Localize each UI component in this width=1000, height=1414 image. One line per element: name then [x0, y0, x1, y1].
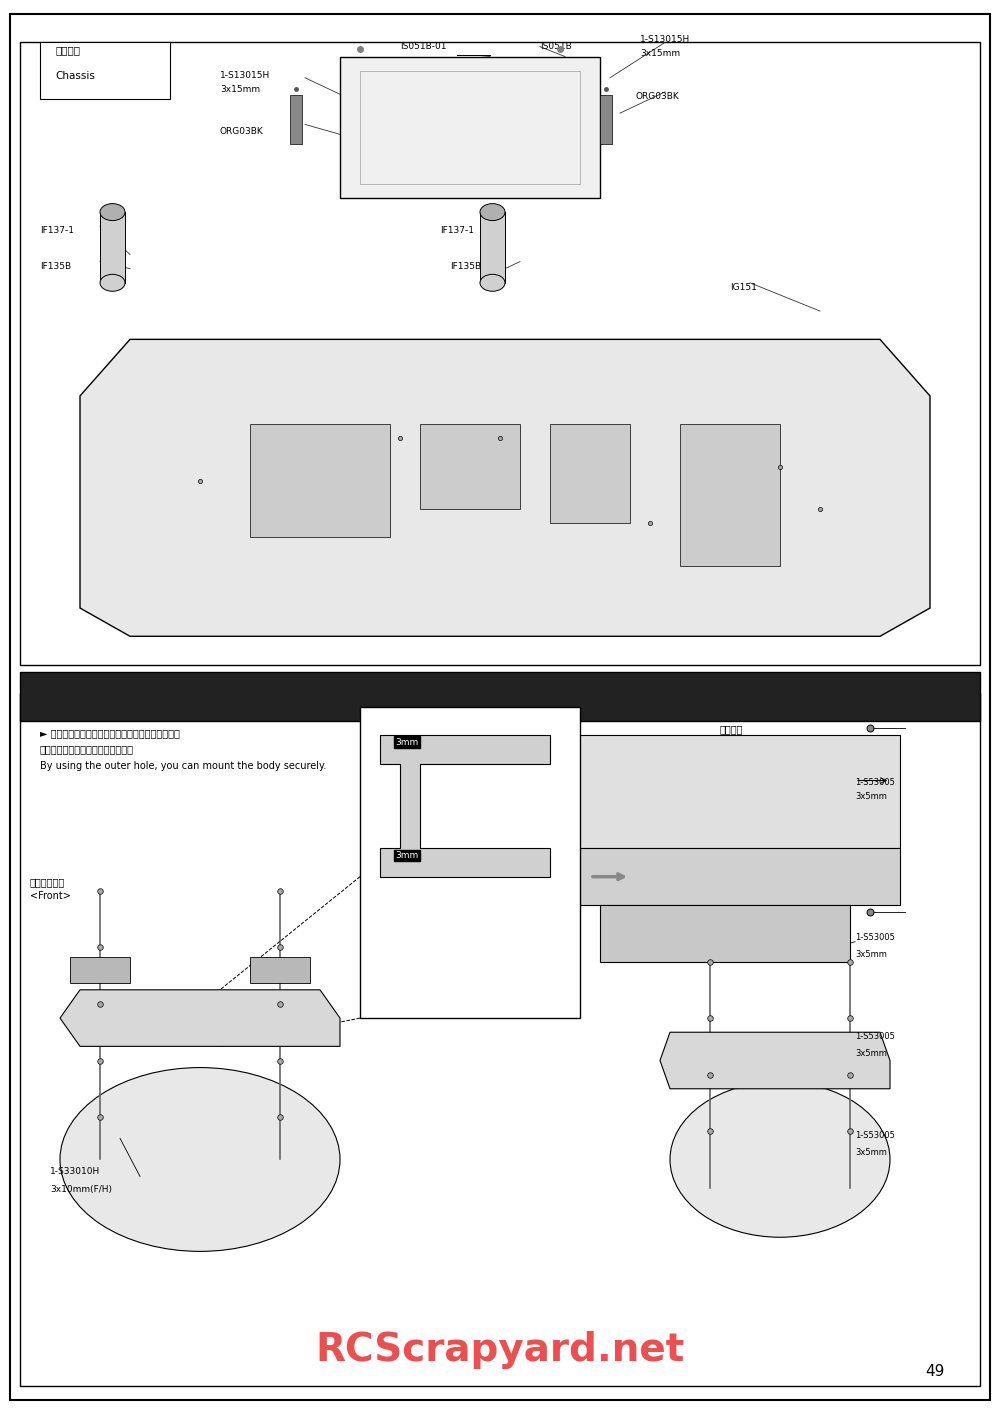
- Text: 3x15mm: 3x15mm: [220, 85, 260, 93]
- Bar: [550, 735, 900, 848]
- Bar: [340, 57, 600, 198]
- Polygon shape: [660, 1032, 890, 1089]
- Text: < Rear >: < Rear >: [720, 738, 765, 748]
- Polygon shape: [380, 735, 550, 877]
- Text: ボディマウント: ボディマウント: [374, 672, 426, 686]
- Text: 3x5mm: 3x5mm: [855, 792, 887, 800]
- Text: IS051B-01: IS051B-01: [400, 42, 446, 51]
- Ellipse shape: [100, 274, 125, 291]
- Text: By using the outer hole, you can mount the body securely.: By using the outer hole, you can mount t…: [40, 761, 326, 771]
- Text: 3x10mm(F/H): 3x10mm(F/H): [50, 1185, 112, 1193]
- Bar: [360, 707, 580, 1018]
- Text: ORG03BK: ORG03BK: [220, 127, 264, 136]
- Text: IF135B: IF135B: [40, 262, 71, 270]
- Text: 1-S53005: 1-S53005: [855, 933, 895, 942]
- Ellipse shape: [60, 1068, 340, 1251]
- Bar: [100, 212, 125, 283]
- Text: 1-S13015H: 1-S13015H: [640, 35, 690, 44]
- Text: 1-S53005: 1-S53005: [855, 1032, 895, 1041]
- Text: IS051B: IS051B: [540, 42, 572, 51]
- Text: IF137-1: IF137-1: [440, 226, 474, 235]
- Bar: [20, 693, 980, 1386]
- Text: 1-S53005: 1-S53005: [855, 1131, 895, 1140]
- Bar: [20, 672, 980, 721]
- Text: BODY MOUNT: BODY MOUNT: [547, 672, 653, 686]
- Ellipse shape: [480, 274, 505, 291]
- Ellipse shape: [100, 204, 125, 221]
- Text: 3mm: 3mm: [395, 738, 418, 747]
- Bar: [250, 424, 390, 537]
- Text: 3mm: 3mm: [395, 851, 418, 860]
- Bar: [70, 957, 130, 983]
- Bar: [40, 42, 170, 99]
- Text: <Front>: <Front>: [30, 891, 71, 901]
- Text: 1-S53005: 1-S53005: [855, 778, 895, 786]
- Bar: [420, 424, 520, 509]
- Text: RCScrapyard.net: RCScrapyard.net: [315, 1332, 685, 1369]
- Bar: [550, 424, 630, 523]
- Text: ＜リア＞: ＜リア＞: [720, 724, 744, 734]
- Text: しっかり固定することが出来ます。: しっかり固定することが出来ます。: [40, 744, 134, 754]
- Text: 1-S13015H: 1-S13015H: [220, 71, 270, 79]
- Text: 3x15mm: 3x15mm: [640, 49, 680, 58]
- Text: 3x5mm: 3x5mm: [855, 950, 887, 959]
- Text: ORG03BK: ORG03BK: [635, 92, 679, 100]
- Text: 49: 49: [925, 1365, 945, 1379]
- Ellipse shape: [480, 204, 505, 221]
- Text: 3x5mm: 3x5mm: [855, 1148, 887, 1157]
- Text: Chassis: Chassis: [55, 71, 95, 81]
- Bar: [250, 957, 310, 983]
- Bar: [600, 905, 850, 962]
- Text: 1-S33010H: 1-S33010H: [50, 1167, 100, 1175]
- Text: 3x8mm: 3x8mm: [400, 71, 434, 79]
- Ellipse shape: [670, 1082, 890, 1237]
- Text: 3x5mm: 3x5mm: [855, 1049, 887, 1058]
- Text: シャシー: シャシー: [55, 45, 80, 55]
- Text: IF135B: IF135B: [450, 262, 481, 270]
- Bar: [480, 212, 505, 283]
- Bar: [600, 95, 612, 144]
- Bar: [290, 95, 302, 144]
- Bar: [360, 71, 580, 184]
- Text: ＜フロント＞: ＜フロント＞: [30, 877, 65, 887]
- Text: IG151: IG151: [730, 283, 757, 291]
- Bar: [550, 848, 900, 905]
- Text: IF137-1: IF137-1: [40, 226, 74, 235]
- Text: 1-S13008H: 1-S13008H: [400, 57, 450, 65]
- Polygon shape: [80, 339, 930, 636]
- Bar: [20, 42, 980, 665]
- Bar: [680, 424, 780, 566]
- Polygon shape: [60, 990, 340, 1046]
- Text: ► ボディマウントを外側に付けることで、ボディを: ► ボディマウントを外側に付けることで、ボディを: [40, 728, 180, 738]
